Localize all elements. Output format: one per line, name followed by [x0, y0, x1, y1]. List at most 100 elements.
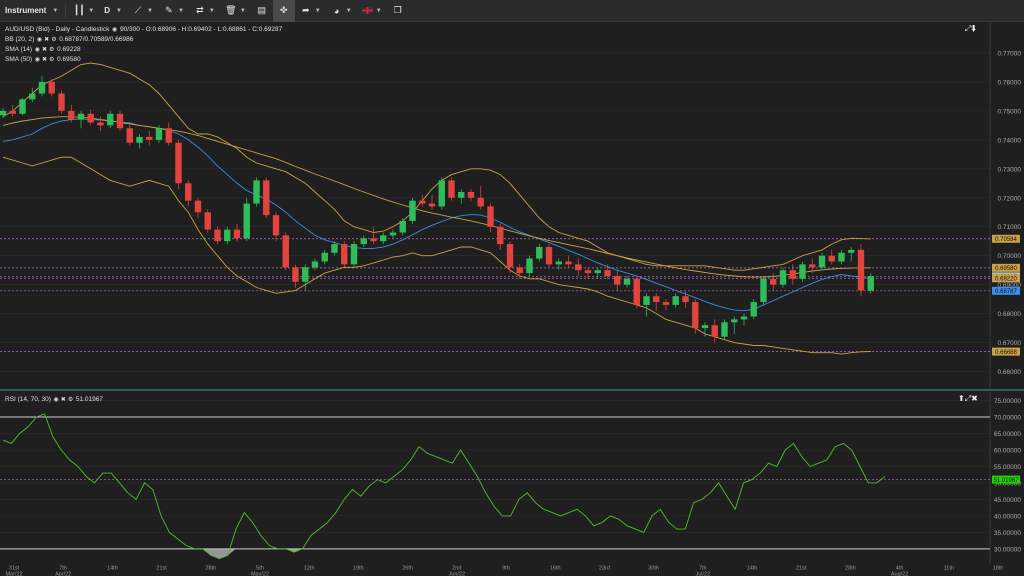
candle-body — [818, 255, 826, 268]
x-tick-label: 21st — [156, 566, 167, 572]
indicators-menu[interactable]: ⇄ ▼ — [189, 0, 220, 22]
y-tick-label: 0.77000 — [998, 50, 1022, 57]
close-icon[interactable]: ✖ — [42, 47, 48, 53]
x-tick-label: 31st — [9, 566, 20, 572]
sma50-label: SMA (50) — [5, 56, 33, 63]
candle-body — [370, 238, 377, 242]
chevron-down-icon: ▼ — [314, 7, 321, 14]
price-label-text: 0.69220 — [995, 277, 1017, 283]
x-tick-label: 9th — [502, 566, 510, 572]
x-tick-label: 7th — [699, 566, 707, 572]
close-icon[interactable]: ✖ — [60, 397, 66, 403]
eye-icon[interactable]: ◉ — [110, 27, 119, 33]
theme-icon: ◕ — [334, 5, 340, 16]
layout-button[interactable]: ▤ — [251, 0, 273, 22]
y-tick-label: 0.68000 — [998, 311, 1022, 318]
chart-title: AUD/USD (Bid) - Daily - Candlestick — [5, 26, 110, 33]
timeframe-label: D — [104, 6, 111, 15]
y-tick-label: 75.00000 — [994, 398, 1021, 405]
candle-body — [575, 264, 582, 271]
candle-body — [126, 128, 133, 143]
eye-icon[interactable]: ◉ — [33, 57, 40, 63]
gear-icon[interactable]: ⚙ — [49, 47, 57, 53]
gear-icon[interactable]: ⚙ — [51, 37, 59, 43]
move-down-icon[interactable]: ⬇ — [971, 24, 977, 33]
candle-body — [38, 81, 46, 94]
delete-menu[interactable]: 🗑︎ ▼ — [220, 0, 251, 22]
bb-upper-line — [2, 62, 871, 271]
candle-body — [116, 113, 124, 129]
price-label-box — [992, 286, 1020, 295]
candle-body — [516, 267, 523, 274]
pane-divider[interactable] — [0, 389, 1024, 391]
y-tick-label: 60.00000 — [994, 448, 1021, 455]
candle-body — [809, 264, 816, 268]
candle-body — [721, 322, 728, 337]
candle-body — [204, 212, 211, 230]
legend-bb-row: BB (20, 2) ◉ ✖ ⚙ 0.68787/0.70589/0.66986 — [5, 35, 282, 45]
y-tick-label: 50.00000 — [994, 480, 1021, 487]
share-menu[interactable]: ➦ ▼ — [295, 0, 326, 22]
candle-body — [77, 113, 85, 120]
x-tick-sublabel: Jul/22 — [695, 572, 710, 576]
close-icon[interactable]: ✖ — [44, 37, 50, 43]
price-chart[interactable]: 0.77000 0.76000 0.75000 0.74000 0.73000 0.720… — [0, 22, 1024, 390]
candle-body — [643, 296, 650, 305]
candle-body — [360, 238, 367, 245]
close-icon[interactable]: ✖ — [42, 57, 48, 63]
candle-body — [653, 296, 660, 303]
candle-body — [458, 191, 465, 198]
theme-menu[interactable]: ◕ ▼ — [326, 0, 357, 22]
price-label-box — [992, 234, 1020, 243]
candle-body — [438, 180, 445, 207]
chevron-down-icon: ▼ — [52, 7, 59, 14]
y-tick-label: 0.69000 — [998, 282, 1022, 289]
chevron-down-icon: ▼ — [375, 7, 382, 14]
chart-type-menu[interactable]: ┃┃ ▼ — [68, 0, 99, 22]
x-tick-label: 14th — [107, 566, 118, 572]
x-tick-label: 12th — [304, 566, 315, 572]
instrument-menu[interactable]: Instrument ▼ — [0, 0, 63, 22]
candle-body — [97, 122, 104, 126]
candle-body — [350, 244, 358, 265]
crosshair-button[interactable]: ✜ — [272, 0, 295, 22]
x-tick-sublabel: Apr/22 — [55, 572, 71, 576]
sma14-label: SMA (14) — [5, 46, 33, 53]
timeframe-menu[interactable]: D ▼ — [99, 0, 127, 22]
rsi-value-text: 51.01967 — [993, 478, 1019, 484]
drawing-tools-menu[interactable]: ⟋ ▼ — [127, 0, 158, 22]
candle-body — [224, 229, 231, 242]
chevron-down-icon: ▼ — [177, 7, 184, 14]
price-label-box — [992, 274, 1020, 283]
x-tick-sublabel: Jun/22 — [449, 572, 466, 576]
gear-icon[interactable]: ⚙ — [67, 397, 75, 403]
x-tick-sublabel: Mar/22 — [5, 572, 22, 576]
candle-body — [682, 296, 689, 303]
eye-icon[interactable]: ◉ — [33, 47, 40, 53]
eye-icon[interactable]: ◉ — [51, 397, 59, 403]
pencil-icon: ✎ — [165, 5, 173, 15]
candle-body — [448, 180, 455, 198]
close-icon[interactable]: ✖ — [971, 394, 978, 403]
language-menu[interactable]: ▼ — [357, 0, 387, 22]
expand-icon[interactable]: ⤢ — [965, 24, 972, 33]
candle-body — [58, 93, 65, 111]
pencil-menu[interactable]: ✎ ▼ — [158, 0, 189, 22]
candle-body — [789, 270, 796, 279]
expand-icon[interactable]: ⤢ — [964, 394, 972, 403]
main-pane-controls: ⤢⬇ — [965, 24, 976, 34]
share-icon: ➦ — [302, 5, 310, 15]
eye-icon[interactable]: ◉ — [35, 37, 43, 43]
gear-icon[interactable]: ⚙ — [49, 57, 57, 63]
candle-body — [272, 215, 280, 236]
rsi-chart[interactable]: 75.00000 70.00000 65.00000 60.00000 55.00000… — [0, 392, 1024, 564]
popout-button[interactable]: ❐ — [387, 0, 409, 22]
candle-body — [48, 81, 55, 94]
candle-body — [672, 296, 679, 305]
legend-sma14-row: SMA (14) ◉ ✖ ⚙ 0.69228 — [5, 45, 282, 55]
rsi-oversold-fill — [202, 548, 303, 559]
candle-body — [233, 229, 241, 239]
candle-body — [136, 136, 143, 143]
candle-body — [750, 302, 757, 317]
move-up-icon[interactable]: ⬆ — [958, 394, 965, 403]
